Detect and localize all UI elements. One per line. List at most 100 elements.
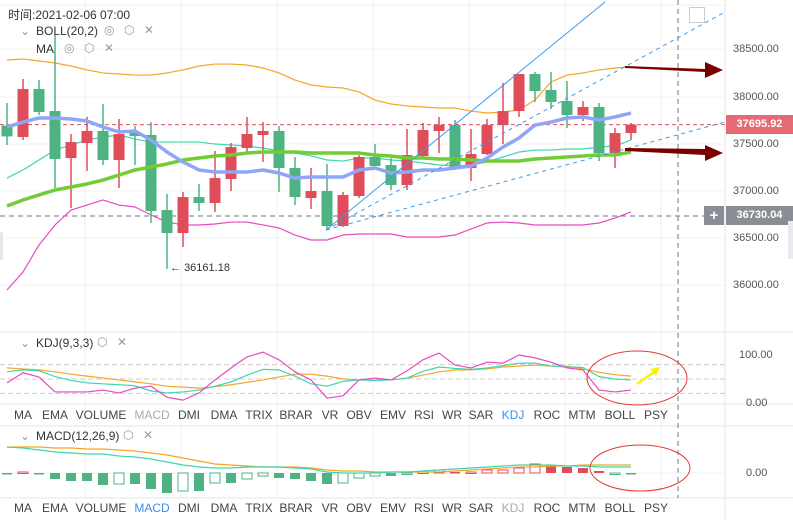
close-icon[interactable]: ✕ <box>104 41 115 55</box>
tab-obv[interactable]: OBV <box>346 501 372 515</box>
gear-icon[interactable]: ⬡ <box>84 41 95 55</box>
tab-wr[interactable]: WR <box>442 501 462 515</box>
tab-sar[interactable]: SAR <box>468 501 494 515</box>
tab-mtm[interactable]: MTM <box>568 408 596 422</box>
tab-ma[interactable]: MA <box>14 501 32 515</box>
macd-bar <box>226 473 236 483</box>
tab-ma[interactable]: MA <box>14 408 32 422</box>
kdj-axis-label: 0.00 <box>746 397 768 409</box>
annotation-circle <box>589 444 691 492</box>
candle-body <box>513 74 525 112</box>
tab-kdj[interactable]: KDJ <box>501 408 525 422</box>
tab-boll[interactable]: BOLL <box>604 501 636 515</box>
candle-body <box>481 125 493 154</box>
macd-bar <box>529 463 541 474</box>
low-price-marker: ← 36161.18 <box>170 262 230 274</box>
macd-dif-line <box>6 446 631 474</box>
tab-brar[interactable]: BRAR <box>279 408 313 422</box>
tab-emv[interactable]: EMV <box>379 408 407 422</box>
tab-ema[interactable]: EMA <box>41 501 69 515</box>
close-icon[interactable]: ✕ <box>143 428 154 442</box>
ma-fast-line <box>6 111 632 180</box>
tab-kdj[interactable]: KDJ <box>501 501 525 515</box>
tab-mtm[interactable]: MTM <box>568 501 596 515</box>
candle-body <box>113 133 125 161</box>
macd-axis-label: 0.00 <box>746 467 768 479</box>
candle-body <box>209 178 221 203</box>
candle-body <box>305 191 317 198</box>
tab-emv[interactable]: EMV <box>379 501 407 515</box>
candle-body <box>497 111 509 126</box>
close-icon[interactable]: ✕ <box>117 335 128 349</box>
tab-macd[interactable]: MACD <box>134 408 170 422</box>
tab-vr[interactable]: VR <box>321 501 339 515</box>
candle-body <box>177 197 189 234</box>
kdj-axis-label: 100.00 <box>739 349 773 361</box>
macd-bar <box>481 469 493 474</box>
tab-vr[interactable]: VR <box>321 408 339 422</box>
candle-body <box>97 130 109 161</box>
macd-bar <box>34 473 44 475</box>
candle-body <box>1 125 13 137</box>
price-axis-label: 36000.00 <box>733 279 779 291</box>
candle-body <box>241 133 253 148</box>
gear-icon[interactable]: ⬡ <box>124 23 135 37</box>
eye-icon[interactable]: ◎ <box>104 23 115 37</box>
chevron-down-icon[interactable]: ⌄ <box>20 24 31 38</box>
tab-dma[interactable]: DMA <box>210 501 238 515</box>
macd-bar <box>322 473 332 484</box>
low-price-value: 36161.18 <box>184 262 230 274</box>
price-axis-label: 38000.00 <box>733 91 779 103</box>
candle-body <box>273 130 285 169</box>
tab-psy[interactable]: PSY <box>643 501 669 515</box>
tab-rsi[interactable]: RSI <box>413 408 435 422</box>
right-scroll-handle[interactable] <box>788 221 793 259</box>
candle-body <box>369 157 381 167</box>
close-icon[interactable]: ✕ <box>144 23 155 37</box>
tab-trix[interactable]: TRIX <box>245 408 273 422</box>
time-label: 时间:2021-02-06 07:00 <box>8 8 131 22</box>
kdj-j-line <box>6 351 632 401</box>
tab-dmi[interactable]: DMI <box>178 408 200 422</box>
macd-bar <box>609 472 621 475</box>
macd-bar <box>290 473 300 479</box>
eye-icon[interactable]: ◎ <box>64 41 75 55</box>
plus-icon[interactable]: + <box>704 206 724 225</box>
tab-trix[interactable]: TRIX <box>245 501 273 515</box>
tab-rsi[interactable]: RSI <box>413 501 435 515</box>
macd-bar <box>513 467 525 474</box>
tab-macd[interactable]: MACD <box>134 501 170 515</box>
boll-overlay <box>6 58 632 291</box>
tab-psy[interactable]: PSY <box>643 408 669 422</box>
macd-bar <box>130 473 140 484</box>
candle-body <box>129 132 141 137</box>
ma-overlay <box>6 111 632 208</box>
macd-dea-line <box>7 446 631 473</box>
tab-dma[interactable]: DMA <box>210 408 238 422</box>
drawings[interactable] <box>325 1 726 231</box>
tab-obv[interactable]: OBV <box>346 408 372 422</box>
candle-body <box>321 191 333 227</box>
tab-volume[interactable]: VOLUME <box>75 408 127 422</box>
chevron-down-icon[interactable]: ⌄ <box>20 429 31 443</box>
crosshair-price-badge: 36730.04 <box>726 206 793 225</box>
gear-icon[interactable]: ⬡ <box>97 335 108 349</box>
chevron-down-icon[interactable]: ⌄ <box>20 336 31 350</box>
tab-ema[interactable]: EMA <box>41 408 69 422</box>
expand-icon[interactable] <box>689 7 705 23</box>
macd-bar <box>98 473 108 485</box>
tab-boll[interactable]: BOLL <box>604 408 636 422</box>
tab-dmi[interactable]: DMI <box>178 501 200 515</box>
tab-wr[interactable]: WR <box>442 408 462 422</box>
tab-brar[interactable]: BRAR <box>279 501 313 515</box>
macd-bar <box>162 473 172 493</box>
tab-roc[interactable]: ROC <box>533 501 561 515</box>
candle-body <box>561 100 573 115</box>
tab-sar[interactable]: SAR <box>468 408 494 422</box>
tab-volume[interactable]: VOLUME <box>75 501 127 515</box>
macd-bar <box>546 465 556 473</box>
tab-roc[interactable]: ROC <box>533 408 561 422</box>
boll-indicator-label: BOLL(20,2) <box>36 24 99 38</box>
gear-icon[interactable]: ⬡ <box>123 428 134 442</box>
